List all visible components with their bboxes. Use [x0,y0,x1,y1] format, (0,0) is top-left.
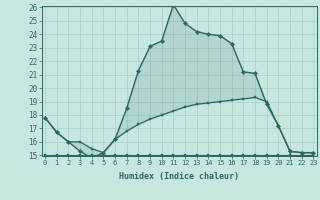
X-axis label: Humidex (Indice chaleur): Humidex (Indice chaleur) [119,172,239,181]
